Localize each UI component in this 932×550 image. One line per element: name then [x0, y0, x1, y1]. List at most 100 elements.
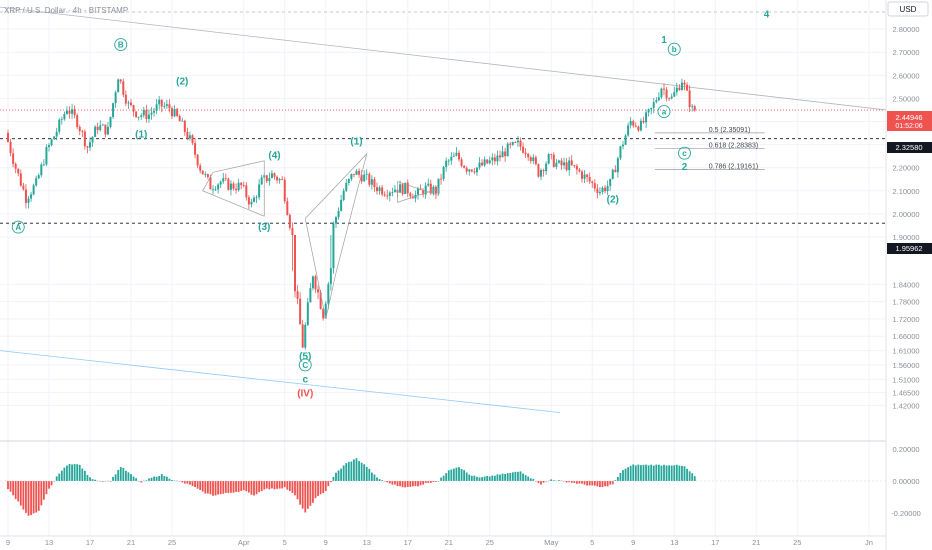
macd-bar [260, 481, 263, 492]
candle-body [488, 160, 491, 164]
macd-histogram-pane [0, 458, 886, 516]
macd-bar [601, 481, 604, 488]
candle-body [176, 108, 179, 116]
macd-bar [25, 481, 27, 513]
macd-bar [186, 481, 189, 484]
candle-body [504, 151, 507, 157]
candle-body [309, 288, 312, 303]
macd-bar [501, 473, 504, 481]
macd-bar [327, 481, 330, 487]
price-tick-label: 1.42000 [892, 401, 919, 410]
time-axis[interactable]: 9 13 17 21 25 Apr 5 9 13 17 21 25 May 5 9 13 17 21 25 Jn [0, 535, 886, 547]
macd-bar [360, 462, 363, 481]
candle-body [386, 195, 389, 197]
macd-bar [217, 481, 220, 495]
candle-body [663, 88, 665, 90]
macd-bar [335, 472, 337, 481]
time-tick-label: 21 [445, 538, 453, 547]
candle-body [247, 197, 250, 205]
candle-body [550, 154, 553, 155]
candle-body [455, 152, 458, 156]
macd-bar [542, 481, 545, 483]
price-axis[interactable] [885, 0, 932, 550]
candle-body [224, 178, 227, 180]
candle-body [670, 96, 673, 99]
macd-bar [332, 476, 335, 481]
macd-bar [17, 481, 20, 502]
candle-body [260, 177, 263, 185]
wave-label: (5) [299, 351, 311, 362]
macd-bar [568, 481, 571, 483]
macd-bar [19, 481, 22, 506]
macd-bar [681, 466, 683, 481]
wave-label: 1 [661, 35, 667, 46]
candle-body [440, 178, 443, 180]
macd-bar [94, 479, 97, 481]
candle-body [150, 112, 153, 115]
candle-body [78, 126, 81, 132]
macd-bar [422, 481, 425, 485]
time-tick-label: 9 [631, 538, 635, 547]
candle-body [168, 104, 171, 109]
candle-body [570, 160, 573, 166]
wave-label: (IV) [297, 389, 313, 400]
macd-bar [112, 476, 114, 481]
macd-bar [114, 474, 117, 481]
macd-bar [634, 465, 637, 481]
currency-button[interactable] [887, 1, 929, 17]
macd-bar [78, 464, 81, 481]
wave-label-circle [114, 38, 128, 52]
candle-body [478, 162, 481, 168]
level-upper-value: 2.32580 [895, 143, 922, 152]
candle-body [616, 158, 619, 173]
macd-bar [378, 479, 381, 481]
macd-bar [504, 474, 507, 481]
candle-body [652, 102, 655, 108]
macd-bar [271, 481, 273, 489]
macd-bar [32, 481, 35, 514]
macd-bar [171, 480, 173, 481]
candle-body [232, 183, 235, 189]
candle-body [598, 191, 601, 194]
candle-body [568, 160, 571, 171]
macd-bar [124, 470, 127, 481]
macd-bar [473, 475, 476, 481]
macd-bar [534, 481, 537, 482]
macd-bar [48, 481, 50, 489]
candle-body [470, 169, 473, 172]
price-tick-label: 1.61000 [892, 347, 919, 356]
macd-bar [50, 481, 53, 486]
candle-body [178, 115, 181, 122]
macd-bar [645, 464, 647, 481]
macd-bar [463, 470, 466, 481]
macd-bar [624, 468, 627, 481]
macd-tick-label: -0.20000 [891, 509, 921, 518]
wave-label: A [15, 223, 21, 232]
macd-bar [276, 481, 278, 489]
macd-bar [693, 476, 696, 481]
candle-body [45, 147, 48, 165]
candle-body [529, 157, 532, 162]
candle-body [127, 102, 130, 104]
macd-bar [30, 481, 32, 516]
macd-bar [573, 481, 576, 483]
candle-body [147, 114, 150, 119]
macd-bar [14, 481, 17, 500]
candle-body [686, 84, 689, 91]
candle-body [199, 165, 202, 171]
macd-bar [611, 481, 614, 485]
macd-bar [358, 461, 360, 481]
price-tick-label: 1.84000 [892, 280, 919, 289]
macd-bar [652, 465, 655, 481]
time-tick-label: 25 [793, 538, 801, 547]
candle-body [63, 113, 66, 120]
macd-bar [442, 475, 445, 481]
macd-bar [411, 481, 414, 487]
candle-body [278, 179, 281, 181]
candle-body [527, 154, 530, 158]
candle-body [365, 173, 368, 175]
time-tick-label: 5 [590, 538, 594, 547]
candle-body [596, 188, 599, 194]
time-tick-label: 17 [86, 538, 94, 547]
